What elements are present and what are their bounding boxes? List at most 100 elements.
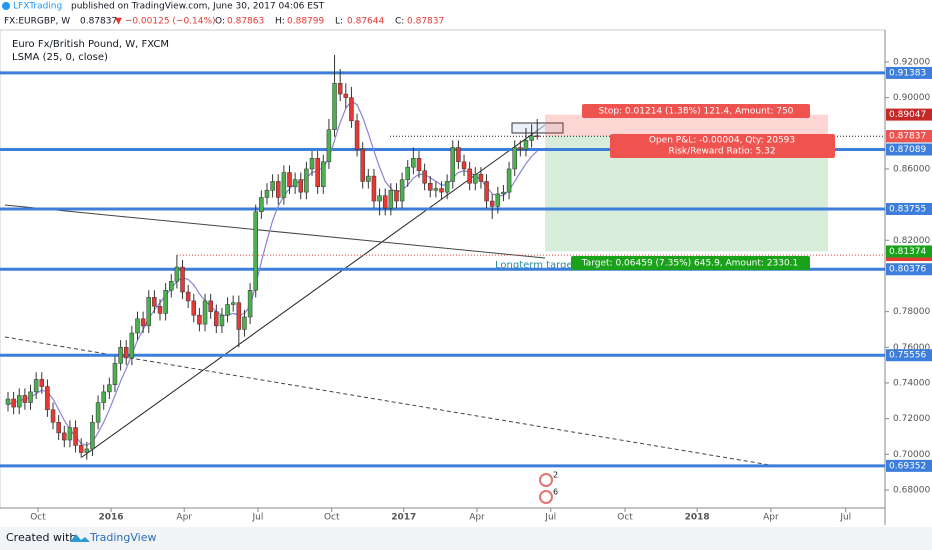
candle-body	[129, 332, 135, 359]
candle-body	[439, 188, 444, 193]
candle-body	[495, 193, 501, 207]
price-label: 0.87837	[889, 132, 926, 142]
candle-body	[315, 157, 320, 188]
annotation: Longterm target	[495, 260, 577, 271]
candle-body	[422, 170, 427, 184]
candle-body	[157, 306, 163, 314]
price-label-box	[886, 459, 932, 472]
candle-body	[67, 427, 73, 441]
candle-body	[354, 120, 360, 150]
x-tick-label: Oct	[617, 513, 633, 523]
candle-body	[512, 147, 517, 170]
x-tick-label: 2016	[98, 513, 123, 523]
candle-body	[416, 157, 422, 171]
price-label-box	[886, 66, 932, 79]
price-label-box	[886, 245, 932, 258]
target-text: Target: 0.06459 (7.35%) 645.9, Amount: 2…	[581, 259, 799, 269]
candle-body	[394, 190, 399, 202]
candle-body	[73, 427, 78, 446]
candle-body	[259, 197, 264, 212]
y-tick-label: 0.68000	[893, 485, 930, 495]
symbol: FX:EURGBP, W	[4, 17, 70, 27]
ohlc-label: O:	[215, 17, 225, 27]
x-tick-label: 2018	[685, 513, 710, 523]
candle-body	[428, 182, 433, 191]
candle-body	[197, 314, 202, 325]
candle-body	[309, 157, 315, 170]
price-label: 0.80376	[889, 265, 926, 275]
candle-body	[50, 409, 56, 423]
ohlc-label: H:	[275, 17, 285, 27]
candle-body	[123, 347, 129, 359]
candle-body	[95, 402, 101, 423]
candle-body	[39, 379, 45, 387]
event-icon	[539, 490, 553, 504]
x-tick-label: Apr	[763, 513, 779, 523]
candle-body	[529, 135, 534, 141]
ohlc-value: 0.87863	[227, 17, 264, 27]
candle-body	[185, 291, 191, 302]
candle-body	[444, 181, 450, 193]
candle-body	[163, 289, 168, 314]
pl-box	[610, 134, 835, 158]
x-tick-label: Oct	[30, 513, 46, 523]
price-label: 0.83755	[889, 204, 926, 214]
price-label: 0.69352	[889, 461, 926, 471]
candle-body	[405, 166, 410, 180]
x-tick-label: 2017	[391, 513, 416, 523]
candle-body	[332, 83, 337, 130]
candle-body	[225, 304, 230, 316]
ohlc-label: L:	[335, 17, 343, 27]
candle-body	[112, 363, 118, 386]
rr-text: Risk/Reward Ratio: 5.32	[668, 147, 775, 157]
candle-body	[107, 384, 112, 393]
candle-body	[140, 318, 146, 327]
candle-body	[33, 379, 39, 393]
candle-body	[343, 93, 349, 98]
candle-body	[349, 97, 354, 122]
ohlc-label: C:	[395, 17, 404, 27]
change: ▼ −0.00125 (−0.14%)	[115, 17, 216, 27]
candle-body	[247, 289, 253, 318]
candle-body	[174, 266, 180, 282]
price-label-box	[886, 108, 932, 121]
candle-body	[5, 398, 11, 405]
candle-body	[11, 398, 16, 408]
candle-body	[191, 300, 197, 316]
candle-body	[180, 266, 185, 293]
candle-body	[90, 421, 95, 450]
chart-title: Euro Fx/British Pound, W, FXCM	[12, 39, 169, 50]
candle-body	[214, 311, 219, 327]
candle-body	[388, 190, 394, 209]
candle-body	[281, 172, 287, 198]
candle-body	[219, 314, 225, 327]
candle-body	[287, 172, 292, 188]
price-label-box	[886, 263, 932, 276]
candle-body	[236, 302, 242, 330]
candle-body	[28, 391, 33, 403]
y-tick-label: 0.72000	[893, 414, 930, 424]
candle-body	[22, 395, 28, 403]
candle-body	[450, 147, 456, 182]
pl-text: Open P&L: -0.00004, Qty: 20593	[649, 136, 795, 146]
author[interactable]: LFXTrading	[13, 2, 62, 12]
ohlc-value: 0.87837	[407, 17, 444, 27]
candle-body	[506, 168, 512, 193]
candle-body	[45, 386, 50, 410]
y-tick-label: 0.74000	[893, 378, 930, 388]
target-box	[571, 256, 810, 270]
candle-body	[478, 174, 484, 182]
candle-body	[298, 179, 304, 193]
footer	[0, 527, 932, 550]
candle-body	[501, 191, 506, 195]
x-tick-label: Apr	[469, 513, 485, 523]
candle-body	[146, 297, 151, 327]
logo	[2, 2, 10, 10]
event-count: 2	[553, 471, 558, 480]
price-label: 0.75556	[889, 351, 926, 361]
y-tick-label: 0.76000	[893, 343, 930, 353]
plot	[0, 54, 885, 468]
footer-brand[interactable]: TradingView	[89, 531, 156, 544]
candle-body	[371, 175, 377, 202]
